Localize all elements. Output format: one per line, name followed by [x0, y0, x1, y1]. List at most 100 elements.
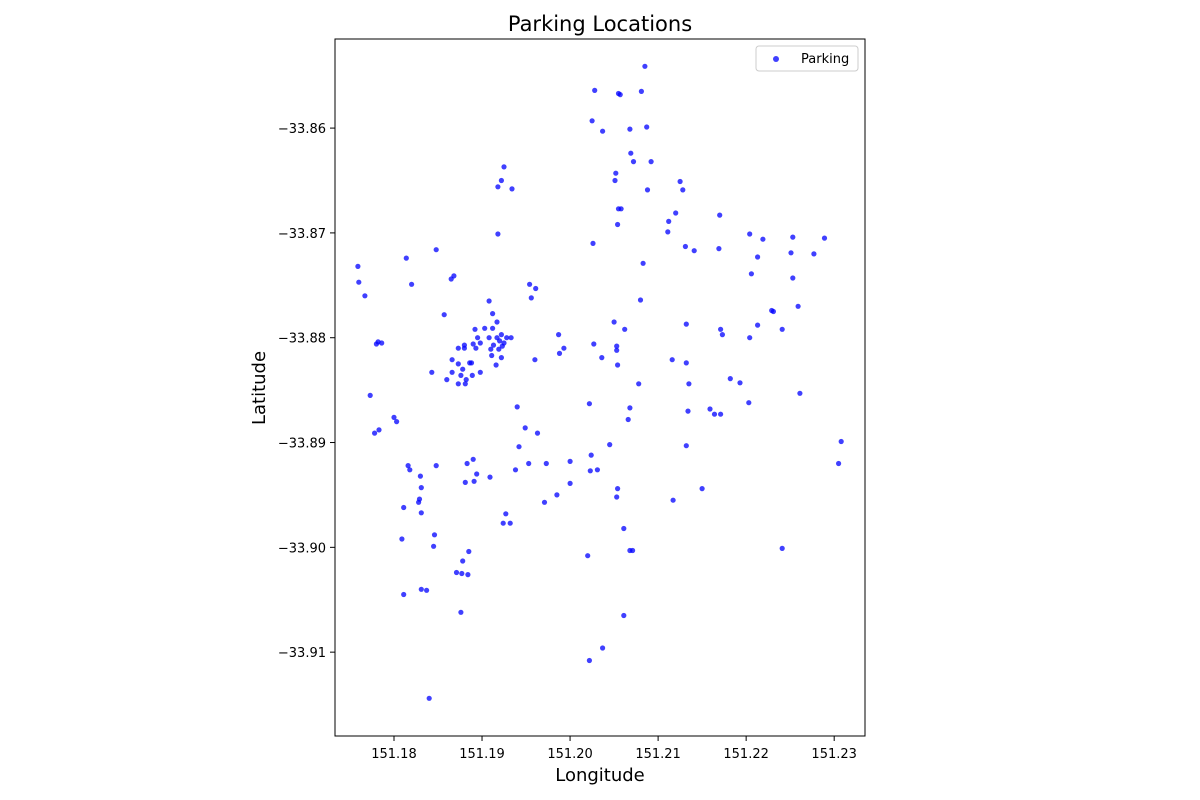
- parking-point: [797, 390, 803, 396]
- parking-point: [512, 467, 519, 473]
- parking-point: [458, 372, 464, 378]
- parking-point: [556, 332, 562, 338]
- parking-point: [585, 553, 591, 559]
- parking-point: [707, 406, 713, 412]
- chart-title: Parking Locations: [508, 12, 692, 36]
- parking-point: [838, 438, 844, 445]
- parking-point: [472, 326, 478, 332]
- parking-point: [719, 332, 726, 338]
- parking-point: [418, 586, 424, 592]
- parking-point: [746, 400, 752, 406]
- parking-point: [498, 355, 504, 361]
- parking-point: [459, 570, 465, 577]
- points-layer: [355, 63, 844, 701]
- parking-point: [648, 159, 654, 165]
- parking-point: [495, 184, 501, 190]
- parking-point: [790, 275, 796, 281]
- parking-point: [470, 456, 476, 462]
- x-tick-label: 151.23: [811, 747, 857, 762]
- parking-point: [630, 159, 637, 165]
- parking-point: [760, 236, 766, 242]
- parking-point: [747, 231, 753, 237]
- parking-point: [477, 369, 483, 375]
- plot-frame: [334, 38, 866, 737]
- parking-point: [748, 271, 755, 277]
- parking-point: [405, 463, 411, 469]
- parking-point: [618, 206, 624, 212]
- parking-point: [416, 499, 422, 505]
- parking-point: [718, 326, 724, 332]
- parking-point: [642, 63, 648, 69]
- parking-point: [755, 254, 761, 260]
- parking-point: [514, 404, 520, 410]
- y-axis-ticks: −33.86 −33.87 −33.88 −33.89 −33.90 −33.91: [278, 122, 335, 661]
- parking-point: [727, 376, 733, 382]
- parking-point: [533, 285, 539, 292]
- parking-point: [615, 221, 621, 228]
- parking-point: [522, 425, 528, 431]
- parking-point: [592, 87, 598, 93]
- parking-point: [504, 335, 510, 341]
- parking-point: [469, 372, 475, 378]
- parking-point: [496, 346, 502, 352]
- parking-point: [401, 591, 407, 598]
- parking-point: [795, 303, 801, 309]
- parking-point: [464, 460, 470, 467]
- parking-point: [362, 293, 368, 299]
- parking-point: [718, 411, 724, 417]
- parking-point: [600, 645, 606, 651]
- parking-point: [636, 381, 642, 387]
- parking-point: [490, 311, 496, 317]
- y-tick-label: −33.88: [278, 332, 326, 347]
- parking-point: [493, 362, 499, 368]
- parking-point: [424, 587, 430, 593]
- parking-point: [401, 504, 407, 511]
- parking-point: [614, 347, 620, 353]
- parking-point: [463, 377, 469, 383]
- parking-point: [621, 525, 627, 532]
- parking-point: [509, 186, 515, 192]
- parking-point: [779, 545, 785, 552]
- parking-point: [431, 543, 437, 549]
- parking-point: [471, 478, 477, 484]
- parking-point: [488, 346, 494, 352]
- parking-point: [356, 279, 362, 285]
- parking-point: [561, 345, 567, 351]
- parking-point: [587, 468, 593, 474]
- parking-point: [589, 118, 595, 124]
- parking-point: [627, 405, 633, 411]
- y-tick-label: −33.87: [278, 227, 326, 242]
- parking-point: [417, 473, 423, 479]
- parking-point: [449, 369, 455, 375]
- parking-point: [433, 463, 439, 469]
- parking-point: [599, 355, 605, 361]
- parking-point: [630, 547, 636, 554]
- parking-point: [699, 486, 705, 492]
- parking-point: [685, 408, 691, 414]
- parking-point: [500, 520, 506, 526]
- parking-point: [612, 177, 618, 184]
- parking-point: [455, 381, 461, 387]
- parking-point: [399, 536, 405, 542]
- parking-point: [790, 234, 796, 240]
- parking-point: [470, 341, 476, 347]
- parking-point: [614, 494, 620, 500]
- parking-point: [586, 401, 593, 407]
- parking-point: [755, 322, 761, 328]
- parking-point: [426, 695, 432, 701]
- parking-point: [391, 414, 397, 420]
- legend: Parking: [755, 45, 859, 72]
- parking-point: [621, 612, 627, 619]
- parking-point: [462, 381, 468, 387]
- parking-point: [541, 499, 548, 505]
- parking-point: [586, 657, 593, 664]
- parking-point: [588, 452, 594, 458]
- y-tick-label: −33.86: [278, 122, 326, 137]
- parking-point: [482, 325, 488, 331]
- parking-point: [355, 263, 361, 269]
- parking-point: [673, 210, 679, 216]
- parking-point: [607, 442, 613, 448]
- parking-point: [534, 430, 541, 436]
- parking-point: [379, 340, 385, 346]
- parking-point: [516, 444, 522, 450]
